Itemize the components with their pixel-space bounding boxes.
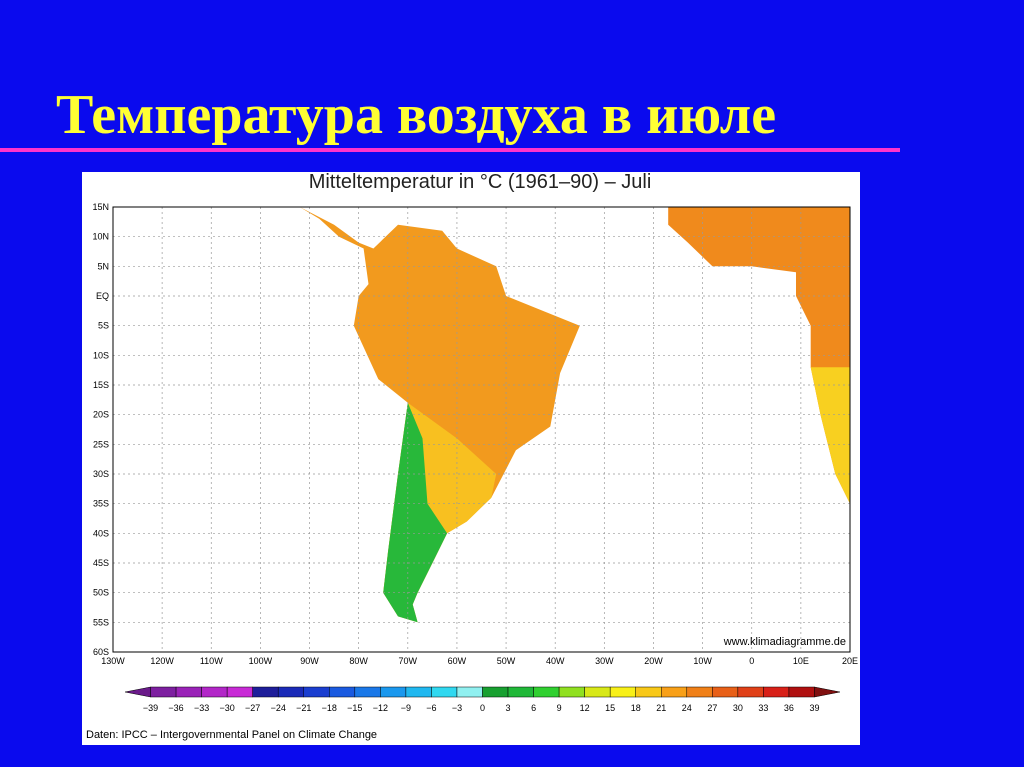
- colorbar-label: −30: [220, 703, 235, 713]
- lat-label: 15S: [93, 380, 109, 390]
- lat-label: EQ: [96, 291, 109, 301]
- colorbar-swatch: [380, 686, 407, 698]
- colorbar-label: 27: [707, 703, 717, 713]
- lat-label: 25S: [93, 439, 109, 449]
- colorbar-label: −6: [426, 703, 436, 713]
- colorbar-label: −39: [143, 703, 158, 713]
- lon-label: 60W: [448, 656, 467, 666]
- colorbar-label: 6: [531, 703, 536, 713]
- lat-label: 50S: [93, 588, 109, 598]
- africa-south: [810, 367, 850, 504]
- lon-label: 50W: [497, 656, 516, 666]
- lon-label: 120W: [150, 656, 174, 666]
- lat-label: 10N: [92, 232, 109, 242]
- colorbar-swatch: [635, 686, 662, 698]
- colorbar-swatch: [661, 686, 688, 698]
- lon-label: 70W: [399, 656, 418, 666]
- divider: [0, 148, 900, 152]
- lat-label: 10S: [93, 350, 109, 360]
- lon-label: 110W: [200, 656, 223, 666]
- colorbar-swatch: [456, 686, 483, 698]
- colorbar-label: −12: [373, 703, 388, 713]
- lon-label: 10W: [693, 656, 712, 666]
- lat-label: 55S: [93, 617, 109, 627]
- colorbar-label: 12: [580, 703, 590, 713]
- slide-title: Температура воздуха в июле: [56, 84, 776, 146]
- colorbar-swatch: [252, 686, 279, 698]
- lat-label: 30S: [93, 469, 109, 479]
- colorbar-swatch: [609, 686, 636, 698]
- colorbar-swatch: [175, 686, 202, 698]
- colorbar-label: −36: [168, 703, 183, 713]
- colorbar-swatch: [737, 686, 764, 698]
- map-url: www.klimadiagramme.de: [723, 636, 846, 648]
- colorbar-swatch: [482, 686, 509, 698]
- lon-label: 90W: [300, 656, 319, 666]
- colorbar-swatch: [201, 686, 228, 698]
- colorbar-label: 30: [733, 703, 743, 713]
- colorbar-label: 0: [480, 703, 485, 713]
- colorbar-label: −15: [347, 703, 362, 713]
- colorbar-swatch: [354, 686, 381, 698]
- lat-label: 40S: [93, 528, 109, 538]
- colorbar-swatch: [763, 686, 790, 698]
- lat-label: 45S: [93, 558, 109, 568]
- colorbar-label: 9: [557, 703, 562, 713]
- map-title: Mitteltemperatur in °C (1961–90) – Juli: [309, 171, 652, 193]
- colorbar-label: −3: [452, 703, 462, 713]
- colorbar-label: 36: [784, 703, 794, 713]
- africa: [668, 207, 850, 504]
- lon-label: 20E: [842, 656, 858, 666]
- colorbar-label: −9: [401, 703, 411, 713]
- lon-label: 80W: [349, 656, 368, 666]
- colorbar-label: 39: [809, 703, 819, 713]
- colorbar-label: 24: [682, 703, 692, 713]
- colorbar-label: 33: [758, 703, 768, 713]
- colorbar-swatch: [303, 686, 330, 698]
- colorbar-label: −21: [296, 703, 311, 713]
- lat-label: 20S: [93, 410, 109, 420]
- lon-label: 20W: [644, 656, 663, 666]
- colorbar-swatch: [226, 686, 253, 698]
- south-america-cool: [383, 402, 448, 623]
- colorbar-swatch: [405, 686, 432, 698]
- colorbar-label: −27: [245, 703, 260, 713]
- colorbar-swatch: [584, 686, 611, 698]
- plot-frame: [112, 206, 851, 653]
- lat-label: 35S: [93, 499, 109, 509]
- lat-label: 5S: [98, 321, 109, 331]
- lon-label: 30W: [595, 656, 614, 666]
- colorbar-swatch: [507, 686, 534, 698]
- lat-label: 5N: [97, 261, 109, 271]
- colorbar-swatch: [558, 686, 585, 698]
- colorbar-swatch: [150, 686, 177, 698]
- colorbar: −39 −36 −33 −30 −27 −24 −21 −18 −15 −12 −9 −6 −3 0 3 6 9…: [124, 686, 841, 713]
- colorbar-swatch: [533, 686, 560, 698]
- colorbar-label: 15: [605, 703, 615, 713]
- colorbar-label: −24: [271, 703, 286, 713]
- colorbar-label: 3: [506, 703, 511, 713]
- source: Daten: IPCC – Intergovernmental Panel on…: [86, 729, 377, 741]
- lat-label: 15N: [92, 202, 109, 212]
- colorbar-label: −33: [194, 703, 209, 713]
- colorbar-swatch: [277, 686, 305, 698]
- colorbar-label: 18: [631, 703, 641, 713]
- colorbar-swatch: [712, 686, 739, 698]
- grid: 15N 10N 5N EQ 5S 10S 15S 20S 25S 30S 35S 40S 45S 50S 5…: [92, 202, 858, 666]
- colorbar-label: −18: [322, 703, 337, 713]
- lon-label: 40W: [546, 656, 565, 666]
- colorbar-swatch: [686, 686, 713, 698]
- colorbar-swatch: [431, 686, 458, 698]
- colorbar-label: 21: [656, 703, 666, 713]
- colorbar-swatch: [788, 686, 815, 698]
- lon-label: 0: [749, 656, 754, 666]
- colorbar-swatch: [329, 686, 356, 698]
- lon-label: 130W: [101, 656, 125, 666]
- colorbar-swatch: [814, 686, 841, 698]
- lon-label: 100W: [249, 656, 273, 666]
- lat-label: 60S: [93, 647, 109, 657]
- lon-label: 10E: [793, 656, 809, 666]
